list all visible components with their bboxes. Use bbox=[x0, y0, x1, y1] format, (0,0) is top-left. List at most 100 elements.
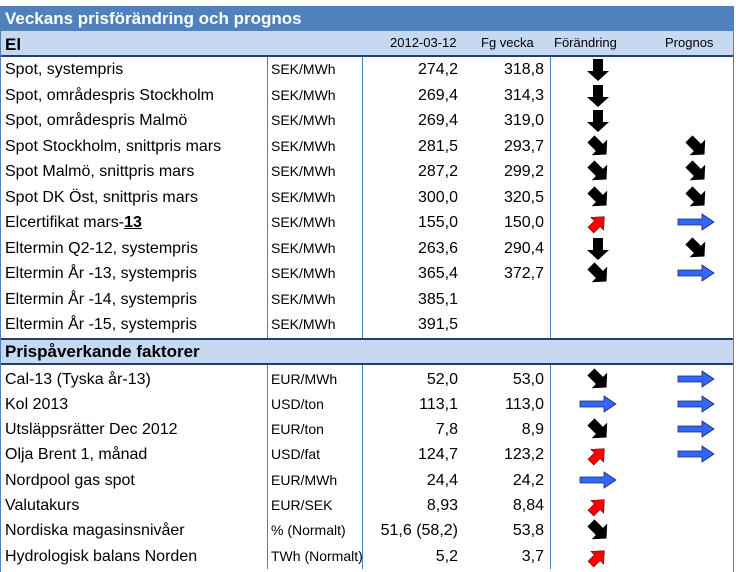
row-name: Nordpool gas spot bbox=[5, 468, 135, 493]
row-name: Spot Stockholm, snittpris mars bbox=[5, 134, 221, 160]
change-down-right-arrow-icon bbox=[587, 367, 608, 388]
row-prev: 8,9 bbox=[521, 421, 544, 439]
row-prev: 372,7 bbox=[503, 265, 544, 282]
row-value: 7,8 bbox=[435, 421, 458, 439]
row-name: Elcertifikat mars-13 bbox=[5, 210, 142, 236]
row-name: Olja Brent 1, månad bbox=[5, 442, 147, 467]
forecast-right-arrow-icon bbox=[677, 213, 715, 231]
row-name-text: Utsläppsrätter Dec 2012 bbox=[5, 421, 178, 439]
table-row: Spot DK Öst, snittpris mars SEK/MWh 300,0 3… bbox=[1, 185, 733, 211]
forecast-down-right-arrow-icon bbox=[685, 236, 706, 257]
row-name: Cal-13 (Tyska år-13) bbox=[5, 367, 151, 392]
row-name-text: Spot, områdespris Malmö bbox=[5, 112, 188, 129]
row-value: 8,93 bbox=[426, 496, 458, 514]
row-name-text: Olja Brent 1, månad bbox=[5, 446, 148, 464]
change-up-right-arrow-icon bbox=[587, 499, 605, 517]
table-row: Eltermin År -13, systempris SEK/MWh 365,4 3… bbox=[1, 261, 733, 287]
row-prev: 314,3 bbox=[503, 86, 544, 104]
change-down-right-arrow-icon bbox=[587, 185, 608, 206]
row-unit: EUR/MWh bbox=[271, 370, 338, 387]
table-row: Eltermin År -14, systempris SEK/MWh 385,1 bbox=[1, 287, 733, 313]
row-unit: SEK/MWh bbox=[271, 163, 336, 179]
row-prev: 123,2 bbox=[503, 446, 544, 464]
change-up-right-arrow-icon bbox=[587, 549, 605, 567]
forecast-right-arrow-icon bbox=[677, 420, 715, 438]
row-name-text: Spot Malmö, snittpris mars bbox=[5, 163, 195, 180]
row-name: Valutakurs bbox=[5, 493, 79, 518]
row-name: Utsläppsrätter Dec 2012 bbox=[5, 417, 178, 442]
col-date: 2012-03-12 bbox=[390, 35, 457, 50]
row-name-bold: 13 bbox=[124, 214, 142, 231]
table-row: Spot, områdespris Stockholm SEK/MWh 269,4 3… bbox=[1, 83, 733, 109]
row-prev: 290,4 bbox=[503, 239, 544, 257]
column-divider bbox=[362, 57, 363, 338]
table-row: Kol 2013 USD/ton 113,1 113,0 bbox=[1, 392, 733, 417]
table-row: Spot Malmö, snittpris mars SEK/MWh 287,2 29… bbox=[1, 159, 733, 185]
row-prev: 299,2 bbox=[503, 163, 544, 180]
row-value: 113,1 bbox=[419, 395, 458, 413]
forecast-right-arrow-icon bbox=[677, 395, 715, 413]
row-unit: TWh (Normalt) bbox=[271, 547, 363, 564]
change-down-right-arrow-icon bbox=[587, 134, 608, 155]
row-name-text: Spot DK Öst, snittpris mars bbox=[5, 188, 198, 206]
row-value: 52,0 bbox=[426, 370, 458, 388]
row-unit: SEK/MWh bbox=[271, 188, 336, 205]
row-prev: 318,8 bbox=[503, 61, 544, 78]
column-divider bbox=[550, 57, 551, 338]
table-row: Spot, områdespris Malmö SEK/MWh 269,4 319,0 bbox=[1, 108, 733, 134]
table-row: Eltermin Q2-12, systempris SEK/MWh 263,6 29… bbox=[1, 236, 733, 262]
row-prev: 53,0 bbox=[512, 370, 544, 388]
row-value: 300,0 bbox=[417, 188, 458, 206]
row-value: 5,2 bbox=[435, 547, 458, 565]
forecast-down-right-arrow-icon bbox=[685, 185, 706, 206]
row-value: 51,6 (58,2) bbox=[380, 522, 458, 540]
row-value: 24,4 bbox=[426, 471, 458, 489]
row-name: Spot DK Öst, snittpris mars bbox=[5, 185, 198, 211]
row-name: Spot, områdespris Malmö bbox=[5, 108, 187, 134]
row-prev: 8,84 bbox=[512, 496, 544, 514]
column-divider bbox=[267, 364, 268, 569]
change-down-right-arrow-icon bbox=[587, 160, 608, 181]
col-change: Förändring bbox=[554, 35, 617, 50]
forecast-down-right-arrow-icon bbox=[685, 160, 706, 181]
change-up-right-arrow-icon bbox=[587, 448, 605, 466]
row-unit: SEK/MWh bbox=[271, 239, 336, 256]
row-name: Spot, områdespris Stockholm bbox=[5, 83, 214, 109]
change-down-arrow-icon bbox=[587, 237, 609, 260]
row-unit: SEK/MWh bbox=[271, 316, 336, 332]
change-up-right-arrow-icon bbox=[587, 216, 605, 234]
factors-header: Prispåverkande faktorer bbox=[1, 337, 733, 365]
row-unit: % (Normalt) bbox=[271, 522, 346, 539]
el-header: El 2012-03-12 Fg vecka Förändring Progno… bbox=[1, 31, 733, 57]
row-prev: 150,0 bbox=[503, 214, 544, 231]
change-down-arrow-icon bbox=[587, 84, 609, 107]
change-down-arrow-icon bbox=[587, 59, 609, 81]
table-row: Valutakurs EUR/SEK 8,93 8,84 bbox=[1, 493, 733, 518]
row-unit: SEK/MWh bbox=[271, 290, 336, 307]
row-name: Hydrologisk balans Norden bbox=[5, 544, 197, 569]
row-name-text: Valutakurs bbox=[5, 496, 80, 514]
table-row: Hydrologisk balans Norden TWh (Normalt) 5,… bbox=[1, 544, 733, 569]
forecast-down-right-arrow-icon bbox=[685, 134, 706, 155]
row-unit: SEK/MWh bbox=[271, 137, 336, 154]
section-el-label: El bbox=[5, 35, 22, 54]
table-row: Spot, systempris SEK/MWh 274,2 318,8 bbox=[1, 57, 733, 83]
table-row: Nordpool gas spot EUR/MWh 24,4 24,2 bbox=[1, 468, 733, 493]
row-value: 385,1 bbox=[417, 290, 458, 308]
row-value: 263,6 bbox=[417, 239, 458, 257]
row-value: 124,7 bbox=[417, 446, 458, 464]
row-unit: SEK/MWh bbox=[271, 265, 336, 281]
change-down-right-arrow-icon bbox=[587, 519, 608, 540]
row-unit: SEK/MWh bbox=[271, 86, 336, 103]
row-value: 269,4 bbox=[417, 112, 458, 129]
table-row: Utsläppsrätter Dec 2012 EUR/ton 7,8 8,9 bbox=[1, 417, 733, 442]
row-name: Eltermin Q2-12, systempris bbox=[5, 236, 198, 262]
forecast-right-arrow-icon bbox=[677, 264, 715, 282]
row-name-text: Kol 2013 bbox=[5, 395, 69, 413]
factor-rows: Cal-13 (Tyska år-13) EUR/MWh 52,0 53,0 Kol 2… bbox=[1, 364, 733, 569]
row-unit: SEK/MWh bbox=[271, 112, 336, 128]
table-row: Nordiska magasinsnivåer % (Normalt) 51,6 (… bbox=[1, 518, 733, 543]
row-name-text: Eltermin År -14, systempris bbox=[5, 290, 198, 308]
row-name: Spot, systempris bbox=[5, 57, 123, 83]
row-name-text: Eltermin År -15, systempris bbox=[5, 316, 198, 333]
